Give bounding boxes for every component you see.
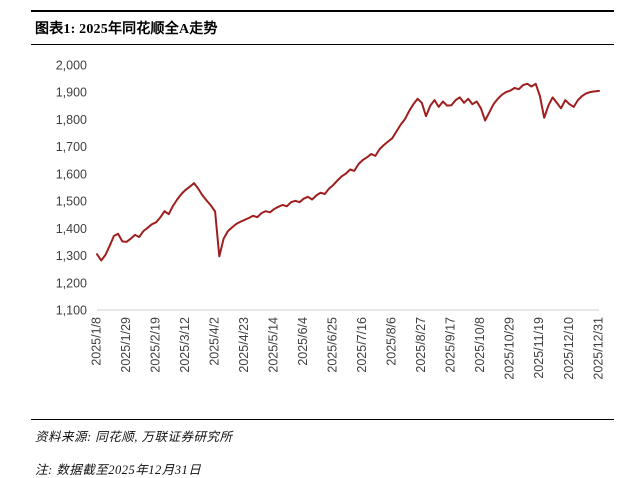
y-axis-tick-label: 1,900 [56,86,87,100]
figure-title: 图表1: 2025年同花顺全A走势 [35,22,218,37]
y-axis-tick-label: 2,000 [56,59,87,73]
x-axis-tick-label: 2025/8/6 [385,317,399,366]
y-axis-tick-label: 1,100 [56,304,87,318]
x-axis-tick-label: 2025/1/29 [119,317,133,373]
x-axis-tick-label: 2025/4/23 [237,317,251,373]
x-axis-tick-label: 2025/10/8 [473,317,487,373]
y-axis-tick-label: 1,800 [56,113,87,127]
title-divider [31,44,614,45]
y-axis-tick-label: 1,700 [56,140,87,154]
figure-title-row: 图表1: 2025年同花顺全A走势 [31,12,614,44]
y-axis-tick-label: 1,300 [56,249,87,263]
y-axis-tick-label: 1,600 [56,167,87,181]
y-axis-tick-label: 1,500 [56,195,87,209]
line-chart-svg: 1,100 1,200 1,300 1,400 1,500 1,600 1,700 1,800… [56,59,606,380]
x-axis-tick-label: 2025/8/27 [414,317,428,373]
x-axis-tick-label: 2025/12/10 [562,317,576,380]
y-axis-tick-label: 1,200 [56,276,87,290]
footer-divider [31,419,614,420]
x-axis-tick-label: 2025/4/2 [207,317,221,366]
price-line [96,82,600,262]
x-axis-tick-label: 2025/11/19 [532,317,546,379]
y-axis-tick-label: 1,400 [56,222,87,236]
x-axis-tick-label: 2025/3/12 [178,317,192,373]
figure-footer: 资料来源: 同花顺, 万联证券研究所 注: 数据截至2025年12月31日 [31,419,614,478]
x-axis-tick-label: 2025/6/4 [296,317,310,366]
x-axis-tick-label: 2025/1/8 [89,317,103,366]
chart-area: 1,100 1,200 1,300 1,400 1,500 1,600 1,700 1,800… [45,55,606,415]
top-divider [31,10,614,12]
x-axis-tick-label: 2025/7/16 [355,317,369,373]
source-text: 资料来源: 同花顺, 万联证券研究所 [35,430,233,444]
x-axis-tick-label: 2025/2/19 [148,317,162,373]
note-text: 注: 数据截至2025年12月31日 [35,463,202,477]
x-axis-tick-label: 2025/12/31 [591,317,605,380]
x-axis-tick-label: 2025/6/25 [325,317,339,373]
x-axis-tick-label: 2025/9/17 [444,317,458,373]
figure-header: 图表1: 2025年同花顺全A走势 [31,10,614,45]
report-page: { "page": { "figure_title": "图表1: 2025年同… [31,10,614,477]
x-axis-tick-label: 2025/10/29 [503,317,517,380]
x-axis-tick-label: 2025/5/14 [266,317,280,373]
